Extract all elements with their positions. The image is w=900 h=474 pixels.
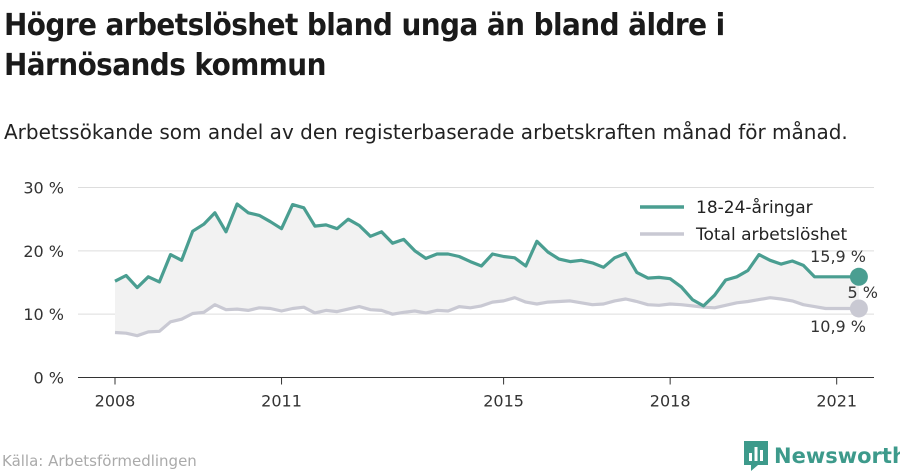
y-tick-label: 10 %: [23, 305, 64, 324]
chart-title: Högre arbetslöshet bland unga än bland ä…: [4, 8, 725, 83]
series-line-total: [114, 296, 859, 338]
legend-label-total: Total arbetslöshet: [695, 225, 848, 245]
series-line-youth: [114, 202, 859, 308]
x-tick-label: 2008: [95, 392, 136, 411]
end-label-gap: 5 %: [848, 283, 878, 302]
legend-label-youth: 18-24-åringar: [696, 197, 813, 218]
end-point-youth: [849, 267, 868, 286]
line-chart: 0 % 10 % 20 % 30 % 2008 2011 2015 2018 2021 18-…: [23, 179, 878, 411]
end-label-total: 10,9 %: [810, 317, 866, 336]
x-axis-ticks: 2008 2011 2015 2018 2021: [95, 377, 857, 411]
source-note: Källa: Arbetsförmedlingen: [2, 452, 197, 470]
brand-name: Newsworthy: [774, 444, 900, 468]
x-tick-label: 2021: [816, 392, 857, 411]
x-tick-label: 2018: [650, 392, 691, 411]
chart-subtitle: Arbetssökande som andel av den registerb…: [4, 120, 848, 144]
y-tick-label: 0 %: [34, 369, 64, 388]
brand-logo[interactable]: Newsworthy: [744, 440, 900, 472]
bar-chart-logo-icon: [744, 441, 768, 471]
y-axis-ticks: 0 % 10 % 20 % 30 %: [23, 179, 64, 388]
end-point-total: [849, 299, 868, 318]
x-tick-label: 2011: [261, 392, 302, 411]
y-tick-label: 20 %: [23, 242, 64, 261]
x-tick-label: 2015: [483, 392, 524, 411]
y-tick-label: 30 %: [23, 179, 64, 198]
end-label-youth: 15,9 %: [810, 247, 866, 266]
legend: 18-24-åringar Total arbetslöshet: [640, 197, 848, 245]
